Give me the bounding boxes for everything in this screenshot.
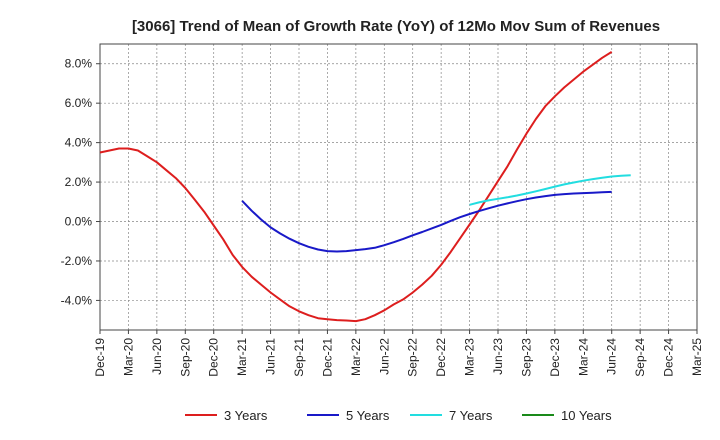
- series-line-3-years: [99, 51, 613, 323]
- y-tick-label: 8.0%: [65, 57, 93, 71]
- x-tick-label: Dec-23: [548, 338, 562, 377]
- x-tick-label: Dec-22: [434, 338, 448, 377]
- legend: 3 Years 5 Years 7 Years 10 Years: [185, 408, 612, 423]
- y-axis: -4.0% -2.0% 0.0% 2.0% 4.0% 6.0% 8.0%: [61, 57, 100, 307]
- x-tick-label: Mar-24: [576, 338, 590, 376]
- legend-label: 7 Years: [449, 408, 493, 423]
- y-tick-label: -4.0%: [61, 293, 93, 307]
- x-tick-label: Sep-22: [406, 338, 420, 377]
- y-tick-label: 6.0%: [65, 96, 93, 110]
- series-lines: [99, 51, 631, 323]
- x-tick-label: Dec-19: [93, 338, 107, 377]
- x-tick-label: Jun-23: [491, 338, 505, 375]
- x-tick-label: Dec-24: [662, 338, 676, 377]
- x-tick-label: Jun-20: [150, 338, 164, 375]
- x-tick-label: Jun-21: [264, 338, 278, 375]
- x-axis: Dec-19 Mar-20 Jun-20 Sep-20 Dec-20 Mar-21 Jun-…: [93, 330, 704, 377]
- x-tick-label: Sep-24: [633, 338, 647, 377]
- plot-area: [99, 43, 698, 331]
- x-tick-label: Mar-21: [235, 338, 249, 376]
- x-tick-label: Sep-23: [519, 338, 533, 377]
- chart-title: [3066] Trend of Mean of Growth Rate (YoY…: [132, 18, 660, 35]
- x-tick-label: Dec-21: [320, 338, 334, 377]
- x-tick-label: Mar-22: [349, 338, 363, 376]
- y-tick-label: 0.0%: [65, 215, 93, 229]
- x-tick-label: Jun-24: [605, 338, 619, 375]
- legend-label: 10 Years: [561, 408, 612, 423]
- series-line-7-years: [469, 174, 631, 206]
- y-tick-label: 2.0%: [65, 175, 93, 189]
- y-tick-label: 4.0%: [65, 136, 93, 150]
- legend-label: 3 Years: [224, 408, 268, 423]
- y-tick-label: -2.0%: [61, 254, 93, 268]
- legend-label: 5 Years: [346, 408, 390, 423]
- x-tick-label: Dec-20: [207, 338, 221, 377]
- grid: [100, 44, 697, 330]
- x-tick-label: Mar-25: [690, 338, 704, 376]
- x-tick-label: Mar-20: [121, 338, 135, 376]
- series-line-5-years: [241, 190, 612, 253]
- x-tick-label: Jun-22: [377, 338, 391, 375]
- x-tick-label: Sep-20: [178, 338, 192, 377]
- x-tick-label: Sep-21: [292, 338, 306, 377]
- x-tick-label: Mar-23: [463, 338, 477, 376]
